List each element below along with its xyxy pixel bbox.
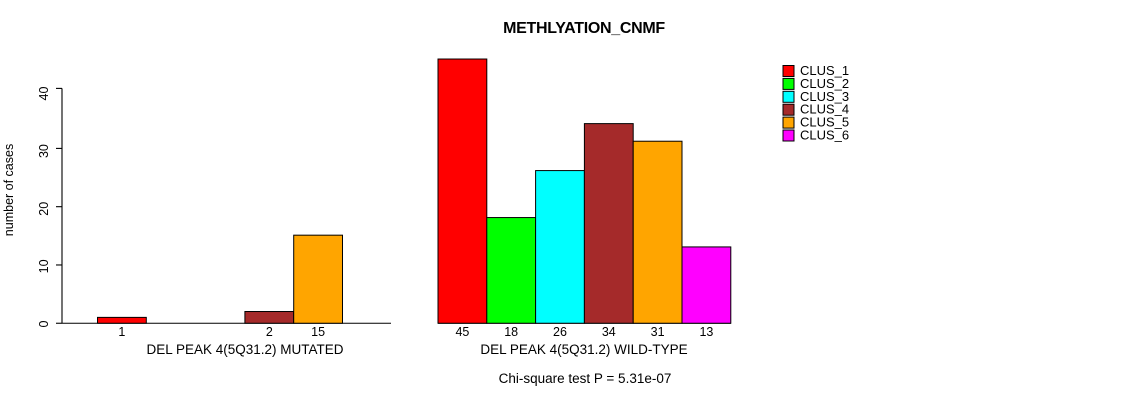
svg-text:31: 31 xyxy=(651,325,665,339)
svg-text:Chi-square test P = 5.31e-07: Chi-square test P = 5.31e-07 xyxy=(499,371,672,386)
svg-text:DEL PEAK 4(5Q31.2) WILD-TYPE: DEL PEAK 4(5Q31.2) WILD-TYPE xyxy=(480,342,687,357)
svg-text:34: 34 xyxy=(602,325,616,339)
svg-text:0: 0 xyxy=(37,320,51,327)
svg-text:18: 18 xyxy=(504,325,518,339)
svg-text:DEL PEAK 4(5Q31.2) MUTATED: DEL PEAK 4(5Q31.2) MUTATED xyxy=(146,342,343,357)
svg-text:13: 13 xyxy=(699,325,713,339)
svg-text:CLUS_6: CLUS_6 xyxy=(800,128,849,143)
svg-text:METHLYATION_CNMF: METHLYATION_CNMF xyxy=(503,20,665,37)
svg-text:45: 45 xyxy=(455,325,469,339)
svg-text:40: 40 xyxy=(37,87,51,101)
svg-text:30: 30 xyxy=(37,144,51,158)
svg-text:number of cases: number of cases xyxy=(2,144,16,236)
svg-text:26: 26 xyxy=(553,325,567,339)
svg-text:2: 2 xyxy=(266,325,273,339)
svg-text:15: 15 xyxy=(311,325,325,339)
svg-text:1: 1 xyxy=(118,325,125,339)
svg-text:10: 10 xyxy=(37,259,51,273)
svg-text:20: 20 xyxy=(37,202,51,216)
